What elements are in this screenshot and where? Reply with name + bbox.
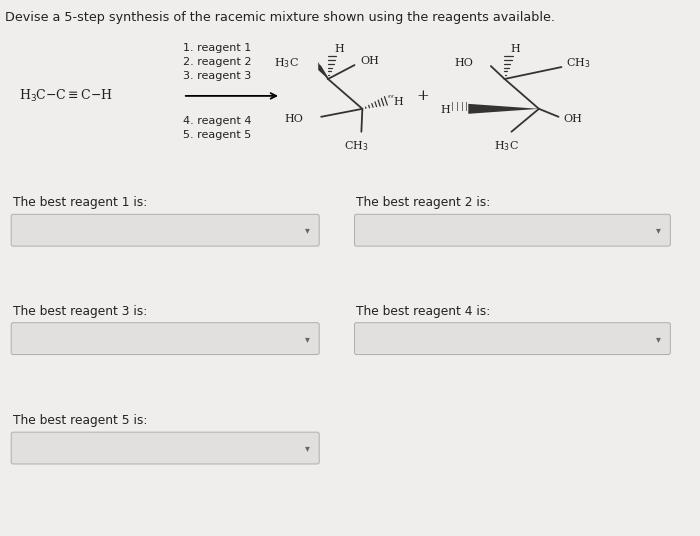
Text: H$_3$C$-$C$\equiv$C$-$H: H$_3$C$-$C$\equiv$C$-$H [19, 88, 113, 104]
Polygon shape [318, 62, 328, 79]
FancyBboxPatch shape [354, 214, 671, 246]
Text: Devise a 5-step synthesis of the racemic mixture shown using the reagents availa: Devise a 5-step synthesis of the racemic… [6, 11, 555, 24]
Text: OH: OH [360, 56, 379, 66]
Text: ▾: ▾ [305, 333, 310, 344]
Text: ▾: ▾ [305, 225, 310, 235]
Text: The best reagent 5 is:: The best reagent 5 is: [13, 414, 148, 427]
Text: The best reagent 1 is:: The best reagent 1 is: [13, 196, 148, 210]
Text: H: H [334, 44, 344, 54]
Text: CH$_3$: CH$_3$ [566, 56, 591, 70]
Text: H$^{\mathtt{||||}}$: H$^{\mathtt{||||}}$ [440, 101, 468, 117]
Text: ▾: ▾ [656, 333, 661, 344]
FancyBboxPatch shape [11, 432, 319, 464]
Text: 3. reagent 3: 3. reagent 3 [183, 71, 251, 81]
Text: ▾: ▾ [305, 443, 310, 453]
Text: H$_3$C: H$_3$C [274, 56, 299, 70]
Text: The best reagent 4 is:: The best reagent 4 is: [356, 305, 491, 318]
FancyBboxPatch shape [11, 214, 319, 246]
Text: $^{''''}$H: $^{''''}$H [387, 94, 405, 108]
Text: HO: HO [454, 58, 473, 68]
Text: OH: OH [564, 114, 582, 124]
Text: H: H [510, 44, 520, 54]
Text: 4. reagent 4: 4. reagent 4 [183, 116, 251, 126]
Polygon shape [468, 104, 539, 114]
Text: H$_3$C: H$_3$C [494, 140, 519, 153]
Text: 2. reagent 2: 2. reagent 2 [183, 57, 251, 67]
FancyBboxPatch shape [11, 323, 319, 354]
Text: CH$_3$: CH$_3$ [344, 140, 369, 153]
Text: 5. reagent 5: 5. reagent 5 [183, 130, 251, 140]
Text: The best reagent 3 is:: The best reagent 3 is: [13, 305, 148, 318]
Text: The best reagent 2 is:: The best reagent 2 is: [356, 196, 491, 210]
Text: 1. reagent 1: 1. reagent 1 [183, 43, 251, 53]
Text: ▾: ▾ [656, 225, 661, 235]
Text: HO: HO [285, 114, 304, 124]
Text: +: + [416, 89, 430, 103]
FancyBboxPatch shape [354, 323, 671, 354]
